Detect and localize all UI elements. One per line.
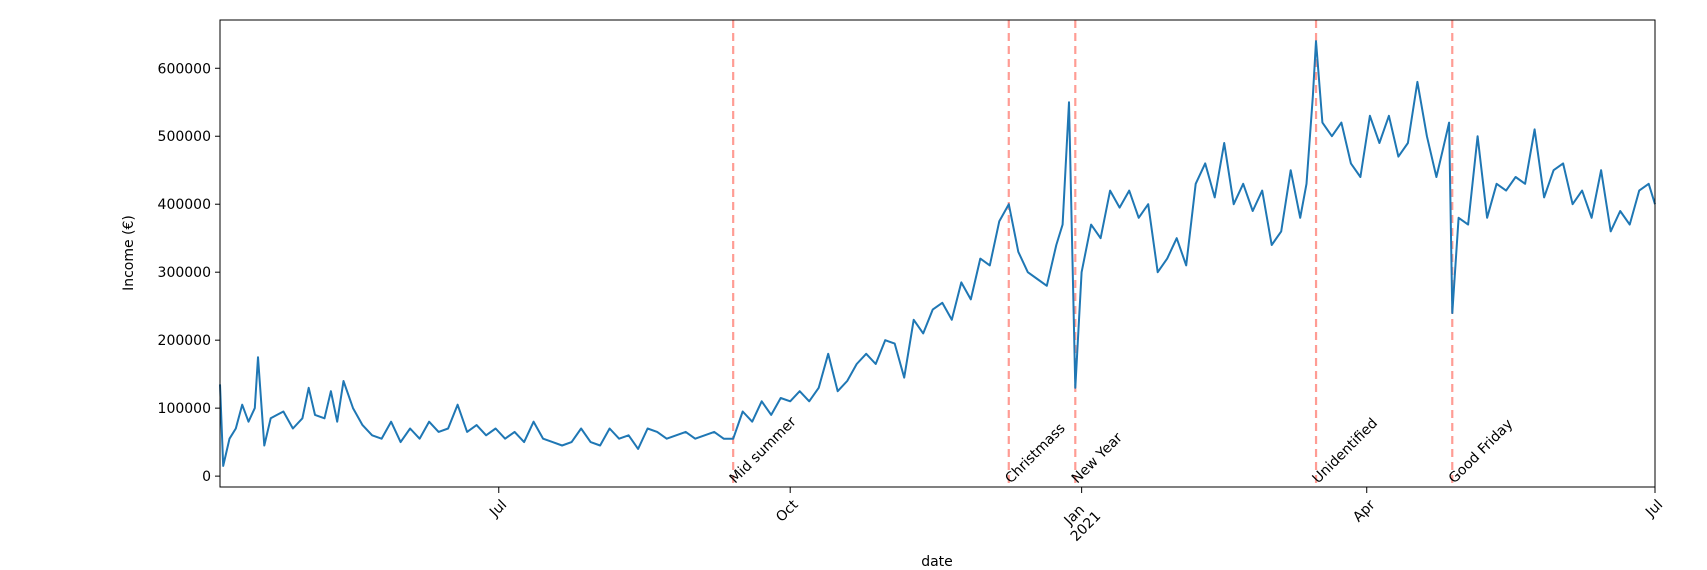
y-tick-label: 600000 [158, 61, 211, 77]
y-tick-label: 0 [202, 469, 211, 485]
x-axis-label: date [921, 554, 953, 570]
y-tick-label: 100000 [158, 401, 211, 417]
plot-frame [219, 19, 1656, 488]
event-label: Christmass [1002, 420, 1068, 486]
y-axis-label: Income (€) [121, 215, 137, 291]
event-label: Unidentified [1310, 415, 1381, 486]
y-tick-label: 500000 [158, 129, 211, 145]
y-tick-label: 300000 [158, 265, 211, 281]
event-label: New Year [1069, 430, 1126, 487]
y-tick-label: 400000 [158, 197, 211, 213]
y-tick-label: 200000 [158, 333, 211, 349]
income-line [219, 40, 1656, 467]
event-label: Good Friday [1446, 416, 1517, 487]
